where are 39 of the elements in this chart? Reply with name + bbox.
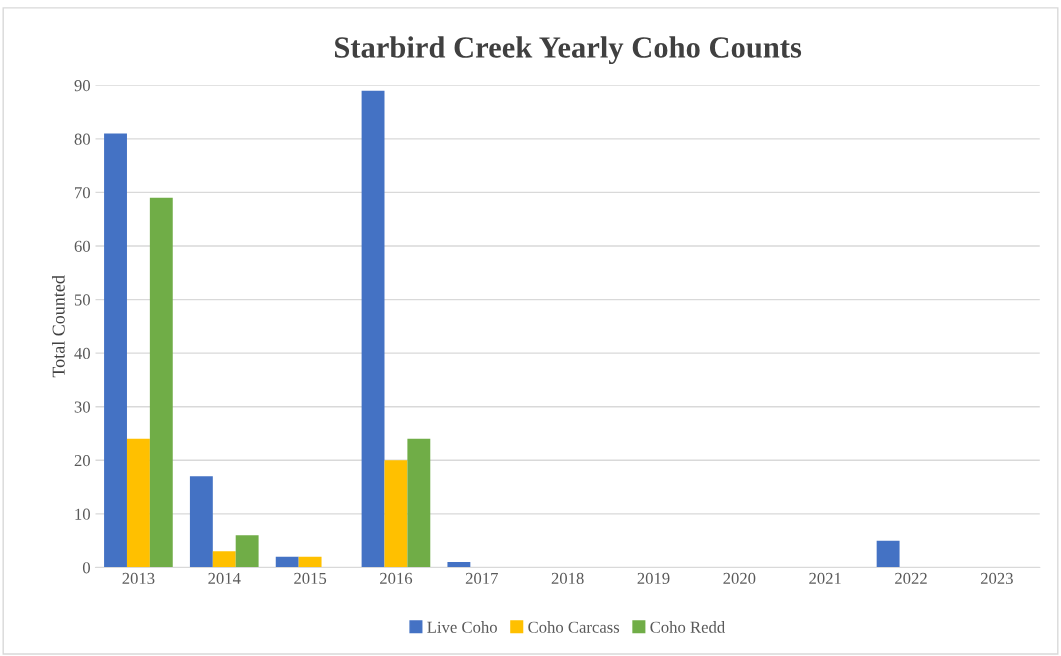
bar (189, 476, 213, 568)
y-tick-label: 40 (74, 347, 90, 360)
x-tick-label: 2015 (294, 572, 327, 585)
x-tick-label: 2021 (809, 572, 841, 585)
legend-label: Live Coho (427, 621, 497, 633)
bar (298, 556, 322, 568)
y-tick-label: 90 (74, 79, 90, 92)
legend-label: Coho Carcass (528, 621, 620, 633)
y-tick-label: 80 (74, 133, 90, 145)
y-tick-label: 20 (74, 454, 90, 467)
x-tick-label: 2022 (895, 572, 927, 585)
x-tick-label: 2014 (208, 572, 241, 585)
y-axis-title: Total Counted (52, 275, 65, 378)
y-tick-label: 70 (75, 187, 90, 199)
bar (104, 133, 127, 568)
y-tick-label: 60 (74, 240, 90, 252)
y-tick-label: 30 (74, 401, 90, 413)
bar (126, 438, 150, 568)
bar (876, 540, 900, 568)
x-tick-label: 2018 (551, 572, 584, 585)
bar (447, 562, 471, 568)
x-tick-label: 2017 (465, 572, 498, 585)
bar (361, 90, 385, 568)
x-tick-label: 2013 (122, 572, 155, 585)
legend-label: Coho Redd (650, 621, 725, 633)
x-tick-label: 2020 (723, 572, 756, 585)
bar (149, 197, 173, 568)
x-tick-label: 2016 (380, 572, 413, 585)
bar (407, 438, 431, 568)
bar (212, 551, 236, 568)
x-tick-label: 2019 (637, 572, 670, 585)
bar (384, 460, 408, 568)
y-tick-label: 50 (74, 294, 90, 306)
bar (275, 556, 299, 568)
y-tick-label: 0 (82, 562, 90, 574)
chart-title: Starbird Creek Yearly Coho Counts (335, 36, 802, 65)
bar (235, 535, 259, 568)
y-tick-label: 10 (75, 508, 90, 520)
x-tick-label: 2023 (980, 572, 1013, 585)
